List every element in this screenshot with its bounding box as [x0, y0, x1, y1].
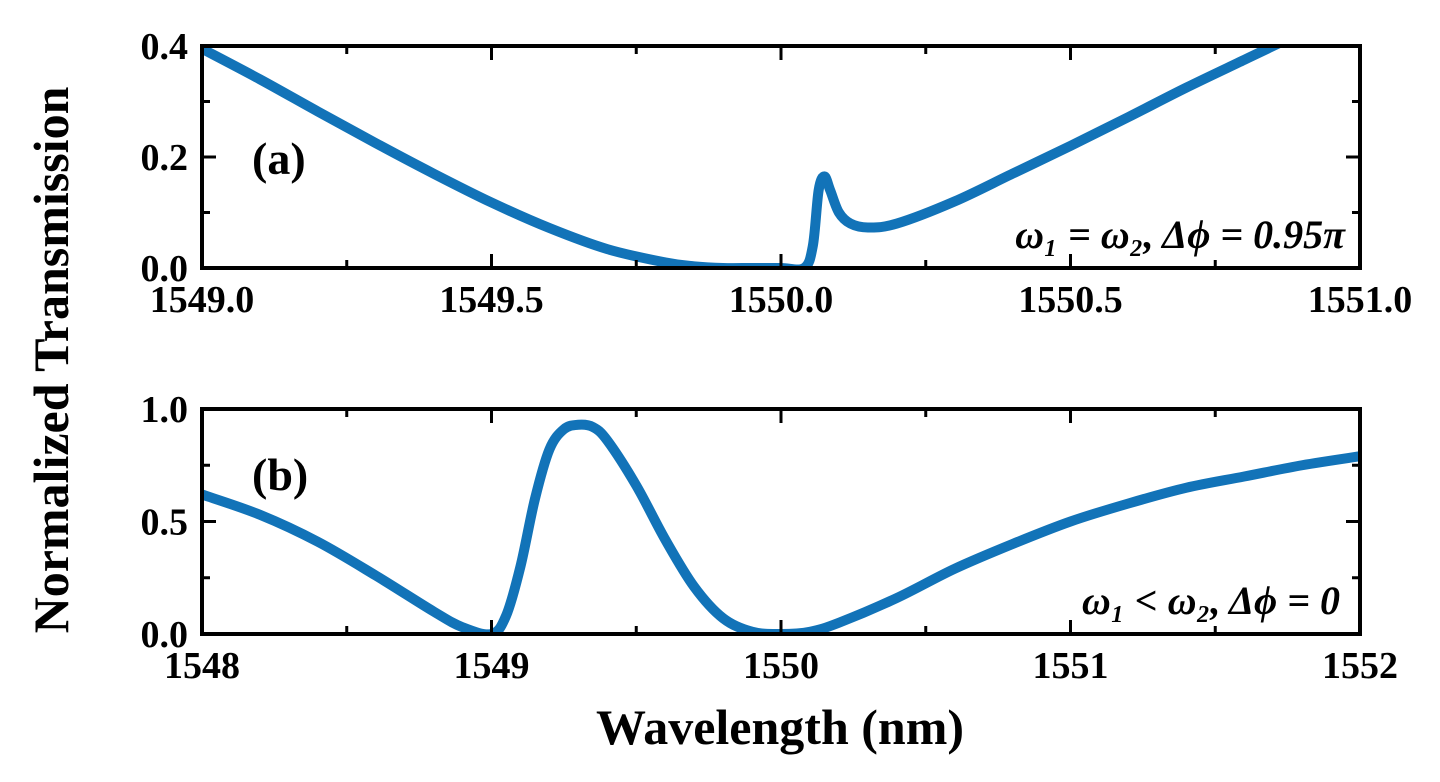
y-tick-label-b: 0.0: [141, 614, 189, 656]
y-axis-title: Normalized Transmission: [23, 86, 79, 633]
x-tick-label-a: 1551.0: [1308, 279, 1413, 321]
x-tick-label-b: 1550: [743, 645, 819, 687]
x-tick-label-b: 1548: [164, 645, 240, 687]
x-tick-label-b: 1552: [1322, 645, 1398, 687]
series-line-a: [202, 46, 1285, 268]
x-tick-label-b: 1551: [1033, 645, 1109, 687]
annotation-b: ω₁ < ω₂, Δϕ = 0: [1082, 578, 1340, 623]
y-tick-label-b: 1.0: [141, 389, 189, 431]
x-tick-label-b: 1549: [454, 645, 530, 687]
y-tick-label-a: 0.4: [141, 26, 189, 68]
x-tick-label-a: 1549.5: [439, 279, 544, 321]
x-tick-label-a: 1549.0: [150, 279, 255, 321]
panel-label-b: (b): [252, 449, 308, 500]
x-tick-label-a: 1550.5: [1018, 279, 1123, 321]
x-tick-label-a: 1550.0: [729, 279, 834, 321]
annotation-a: ω₁ = ω₂, Δϕ = 0.95π: [1015, 212, 1346, 257]
series-line-b: [202, 419, 1360, 634]
panel-label-a: (a): [252, 133, 306, 184]
y-tick-label-a: 0.0: [141, 248, 189, 290]
panel-b: 1548 1549 1550 1551 1552 0.0 0.5 1.0 (b) ω₁ < ω₂,…: [141, 389, 1399, 687]
panel-a: 1549.0 1549.5 1550.0 1550.5 1551.0 0.0 0.2 0.4 (…: [141, 26, 1413, 321]
y-tick-label-b: 0.5: [141, 502, 189, 544]
y-tick-label-a: 0.2: [141, 137, 189, 179]
x-axis-title: Wavelength (nm): [596, 699, 964, 755]
